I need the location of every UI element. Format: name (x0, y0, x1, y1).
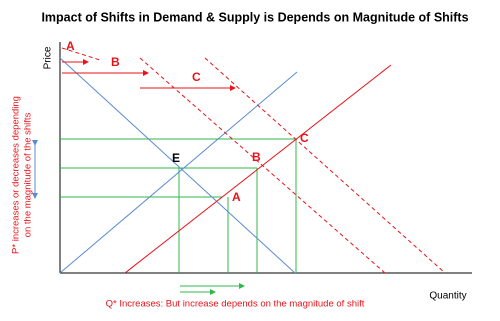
shifted-supply (124, 64, 392, 274)
label: B (111, 55, 120, 69)
annotation: Q* Increases: But increase depends on th… (106, 299, 365, 310)
label: C (192, 70, 201, 84)
label: A (232, 190, 241, 204)
demand-curve (59, 57, 296, 274)
annotation: on the magnitude of the shifts (23, 112, 34, 237)
label: A (66, 39, 75, 53)
label: B (252, 150, 261, 164)
title: Impact of Shifts in Demand & Supply is D… (41, 10, 468, 24)
guides (60, 138, 297, 273)
annotation: P* increases or decreases depending (11, 96, 22, 254)
label: C (300, 131, 309, 145)
y-label: Price (43, 46, 54, 69)
shifted-demand-c (204, 57, 446, 274)
price-annotation: P* increases or decreases depending on t… (11, 96, 34, 254)
label: E (172, 151, 180, 165)
shifted-demand-b (139, 57, 386, 274)
x-label: Quantity (429, 291, 466, 302)
